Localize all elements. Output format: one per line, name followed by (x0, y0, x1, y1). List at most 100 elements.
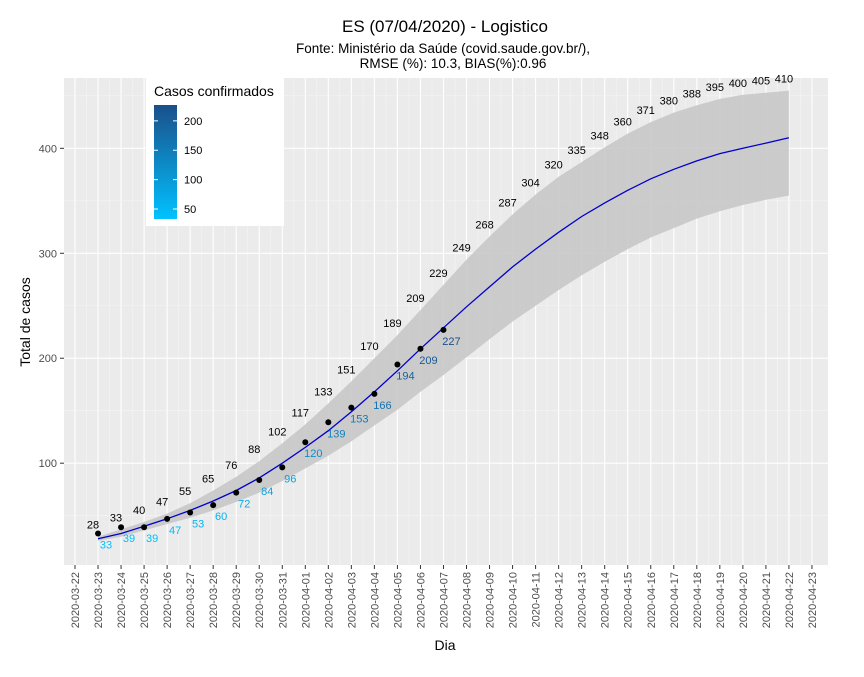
x-tick-label: 2020-04-12 (554, 572, 566, 628)
x-tick-label: 2020-04-11 (531, 572, 543, 627)
x-tick-label: 2020-04-09 (485, 572, 497, 628)
x-tick-label: 2020-04-13 (577, 572, 589, 628)
x-tick-label: 2020-03-30 (254, 572, 266, 628)
observed-point (95, 530, 102, 537)
legend-tick-label: 50 (184, 204, 196, 216)
x-tick-label: 2020-03-29 (231, 572, 243, 628)
fitted-value-label: 395 (706, 82, 724, 94)
observed-point (394, 361, 401, 368)
chart-subtitle-2: RMSE (%): 10.3, BIAS(%):0.96 (360, 56, 547, 71)
fitted-value-label: 410 (775, 74, 793, 86)
observed-value-label: 166 (373, 400, 391, 412)
x-tick-label: 2020-03-31 (277, 572, 289, 628)
y-tick-label: 100 (39, 458, 57, 470)
chart-title: ES (07/04/2020) - Logistico (342, 17, 548, 36)
observed-point (233, 489, 240, 496)
observed-value-label: 84 (261, 486, 273, 498)
fitted-value-label: 55 (179, 486, 191, 498)
observed-value-label: 194 (396, 371, 414, 383)
observed-value-label: 139 (327, 428, 345, 440)
fitted-value-label: 371 (637, 105, 655, 117)
x-tick-label: 2020-03-27 (185, 572, 197, 628)
x-tick-label: 2020-03-23 (93, 572, 105, 628)
confidence-band-area (98, 90, 789, 541)
fitted-value-label: 33 (110, 512, 122, 524)
x-tick-label: 2020-04-03 (346, 572, 358, 628)
x-tick-label: 2020-03-25 (139, 572, 151, 628)
axes: 100 200 300 400 2020-03-22 2020-03-23 2020-03-… (39, 143, 819, 628)
x-tick-label: 2020-04-02 (323, 572, 335, 628)
x-tick-label: 2020-04-17 (669, 572, 681, 628)
observed-value-label: 96 (284, 473, 296, 485)
fitted-value-label: 88 (248, 444, 260, 456)
observed-point (164, 515, 171, 522)
confidence-band (98, 90, 789, 541)
fitted-value-label: 400 (729, 78, 747, 90)
observed-value-label: 72 (238, 499, 250, 511)
x-tick-label: 2020-03-22 (70, 572, 82, 628)
fitted-value-label: 102 (268, 426, 286, 438)
x-tick-label: 2020-04-07 (438, 572, 450, 628)
observed-value-label: 39 (123, 533, 135, 545)
fitted-value-label: 335 (567, 145, 585, 157)
x-tick-label: 2020-04-23 (807, 572, 819, 628)
observed-point (348, 404, 355, 411)
fitted-value-label: 76 (225, 460, 237, 472)
fitted-value-label: 348 (591, 130, 609, 142)
observed-point (279, 464, 286, 471)
x-tick-label: 2020-04-06 (415, 572, 427, 628)
fitted-value-label: 268 (475, 219, 493, 231)
fitted-value-label: 209 (406, 293, 424, 305)
x-tick-label: 2020-04-14 (600, 572, 612, 628)
legend: Casos confirmados 50 100 150 200 (146, 78, 284, 226)
fitted-value-label: 151 (337, 364, 355, 376)
x-tick-label: 2020-04-04 (369, 572, 381, 628)
observed-point (141, 524, 148, 531)
x-tick-label: 2020-03-28 (208, 572, 220, 628)
observed-value-label: 227 (442, 336, 460, 348)
x-tick-label: 2020-04-21 (761, 572, 773, 628)
x-tick-label: 2020-03-26 (162, 572, 174, 628)
observed-value-label: 120 (304, 448, 322, 460)
x-tick-label: 2020-04-19 (715, 572, 727, 628)
fitted-value-label: 133 (314, 386, 332, 398)
fitted-value-label: 189 (383, 318, 401, 330)
y-axis-title: Total de casos (17, 277, 33, 367)
x-axis-title: Dia (434, 637, 455, 653)
x-tick-label: 2020-04-10 (508, 572, 520, 628)
observed-point (440, 326, 447, 333)
observed-value-label: 60 (215, 511, 227, 523)
fitted-value-label: 170 (360, 341, 378, 353)
fitted-value-label: 28 (87, 520, 99, 532)
observed-point (371, 390, 378, 397)
x-tick-label: 2020-04-20 (738, 572, 750, 628)
x-tick-label: 2020-04-05 (392, 572, 404, 628)
fitted-value-label: 287 (498, 197, 516, 209)
observed-point (325, 419, 332, 426)
observed-point (118, 524, 125, 531)
observed-point (302, 439, 309, 446)
fitted-value-label: 249 (452, 243, 470, 255)
fitted-value-label: 360 (614, 117, 632, 129)
fitted-value-label: 40 (133, 505, 145, 517)
y-tick-label: 200 (39, 353, 57, 365)
observed-value-label: 47 (169, 525, 181, 537)
legend-title: Casos confirmados (154, 83, 274, 99)
fitted-value-label: 405 (752, 76, 770, 88)
observed-point (256, 476, 263, 483)
legend-colorbar (154, 105, 177, 219)
fitted-value-label: 388 (683, 88, 701, 100)
observed-value-label: 209 (419, 355, 437, 367)
legend-tick-label: 100 (184, 175, 202, 187)
y-tick-label: 400 (39, 143, 57, 155)
y-tick-label: 300 (39, 248, 57, 260)
observed-point (210, 502, 217, 509)
chart-subtitle-1: Fonte: Ministério da Saúde (covid.saude.… (296, 41, 590, 56)
observed-points (95, 326, 447, 537)
observed-value-label: 33 (100, 540, 112, 552)
x-tick-label: 2020-04-08 (462, 572, 474, 628)
data-labels: 2833404755657688102117133151170189209229… (87, 74, 793, 552)
observed-value-label: 39 (146, 533, 158, 545)
fitted-value-label: 320 (544, 160, 562, 172)
